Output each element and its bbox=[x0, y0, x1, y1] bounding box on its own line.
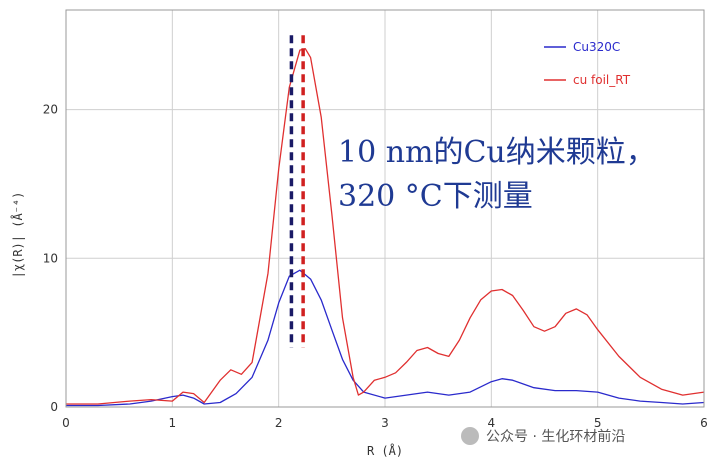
x-axis-label: R (Å) bbox=[367, 443, 403, 458]
y-tick-label: 0 bbox=[50, 400, 58, 414]
x-tick-label: 5 bbox=[594, 416, 602, 430]
x-tick-label: 0 bbox=[62, 416, 70, 430]
y-axis-label: |χ(R)| (Å⁻⁴) bbox=[10, 192, 25, 279]
x-tick-label: 2 bbox=[275, 416, 283, 430]
y-tick-label: 20 bbox=[43, 103, 58, 117]
plot-frame bbox=[65, 9, 705, 408]
y-tick-label: 10 bbox=[43, 251, 58, 265]
marker-lines bbox=[289, 35, 305, 348]
series-line-1 bbox=[66, 48, 705, 405]
x-tick-label: 3 bbox=[381, 416, 389, 430]
x-tick-label: 1 bbox=[169, 416, 177, 430]
tick-labels: 0 1 2 3 4 5 6 0 10 20 bbox=[43, 103, 708, 430]
annotation-line-1: 10 nm的Cu纳米颗粒， bbox=[338, 135, 656, 170]
series-line-0 bbox=[66, 269, 705, 407]
wechat-icon bbox=[461, 427, 479, 445]
annotation-line-2: 320 °C下测量 bbox=[338, 179, 533, 214]
legend-label-cu320c: Cu320C bbox=[573, 40, 620, 54]
legend-label-cu-foil: cu foil_RT bbox=[573, 73, 631, 87]
watermark-text: 公众号 · 生化环材前沿 bbox=[486, 428, 625, 445]
watermark: 公众号 · 生化环材前沿 bbox=[461, 427, 625, 445]
x-tick-label: 6 bbox=[700, 416, 708, 430]
series-group bbox=[66, 48, 705, 407]
x-tick-label: 4 bbox=[488, 416, 496, 430]
legend: Cu320C cu foil_RT bbox=[544, 40, 631, 87]
